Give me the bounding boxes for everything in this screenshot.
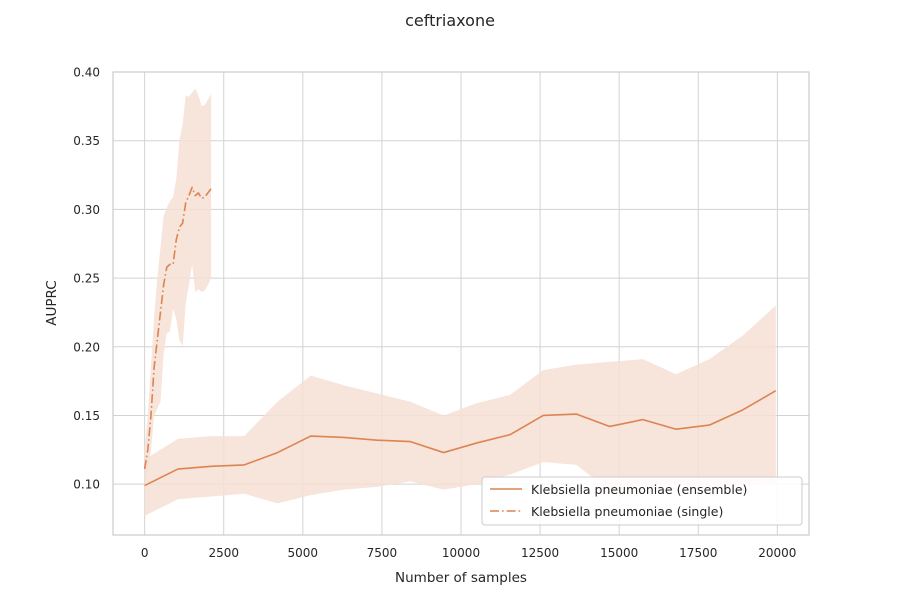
x-tick-label: 0	[141, 546, 149, 560]
x-tick-labels: 0 2500 5000 7500 10000 12500 15000 17500 20000	[141, 546, 797, 560]
x-axis-label: Number of samples	[395, 570, 527, 586]
legend: Klebsiella pneumoniae (ensemble) Klebsie…	[481, 476, 803, 526]
y-tick-labels: 0.10 0.15 0.20 0.25 0.30 0.35 0.40	[73, 66, 100, 492]
y-tick-label: 0.25	[73, 272, 100, 286]
x-tick-label: 7500	[367, 546, 398, 560]
y-tick-label: 0.20	[73, 340, 100, 354]
y-tick-label: 0.35	[73, 134, 100, 148]
y-tick-label: 0.40	[73, 66, 100, 80]
plot-frame	[112, 71, 810, 536]
x-tick-label: 5000	[288, 546, 319, 560]
x-tick-label: 10000	[442, 546, 480, 560]
confidence-bands	[144, 88, 776, 516]
chart-title: ceftriaxone	[405, 11, 495, 30]
x-tick-label: 12500	[521, 546, 559, 560]
legend-label-ensemble: Klebsiella pneumoniae (ensemble)	[531, 482, 747, 497]
x-tick-label: 20000	[758, 546, 796, 560]
confidence-band-1	[144, 88, 212, 489]
y-tick-label: 0.30	[73, 203, 100, 217]
y-tick-label: 0.15	[73, 409, 100, 423]
x-tick-label: 17500	[679, 546, 717, 560]
legend-label-single: Klebsiella pneumoniae (single)	[531, 504, 723, 519]
y-axis-label: AUPRC	[44, 280, 60, 325]
confidence-band-0	[144, 305, 776, 516]
x-tick-label: 2500	[208, 546, 239, 560]
series-line-1	[143, 186, 212, 470]
y-tick-label: 0.10	[73, 478, 100, 492]
series-lines	[143, 186, 777, 487]
series-line-0	[144, 390, 777, 487]
legend-box	[481, 476, 803, 526]
x-tick-label: 15000	[600, 546, 638, 560]
